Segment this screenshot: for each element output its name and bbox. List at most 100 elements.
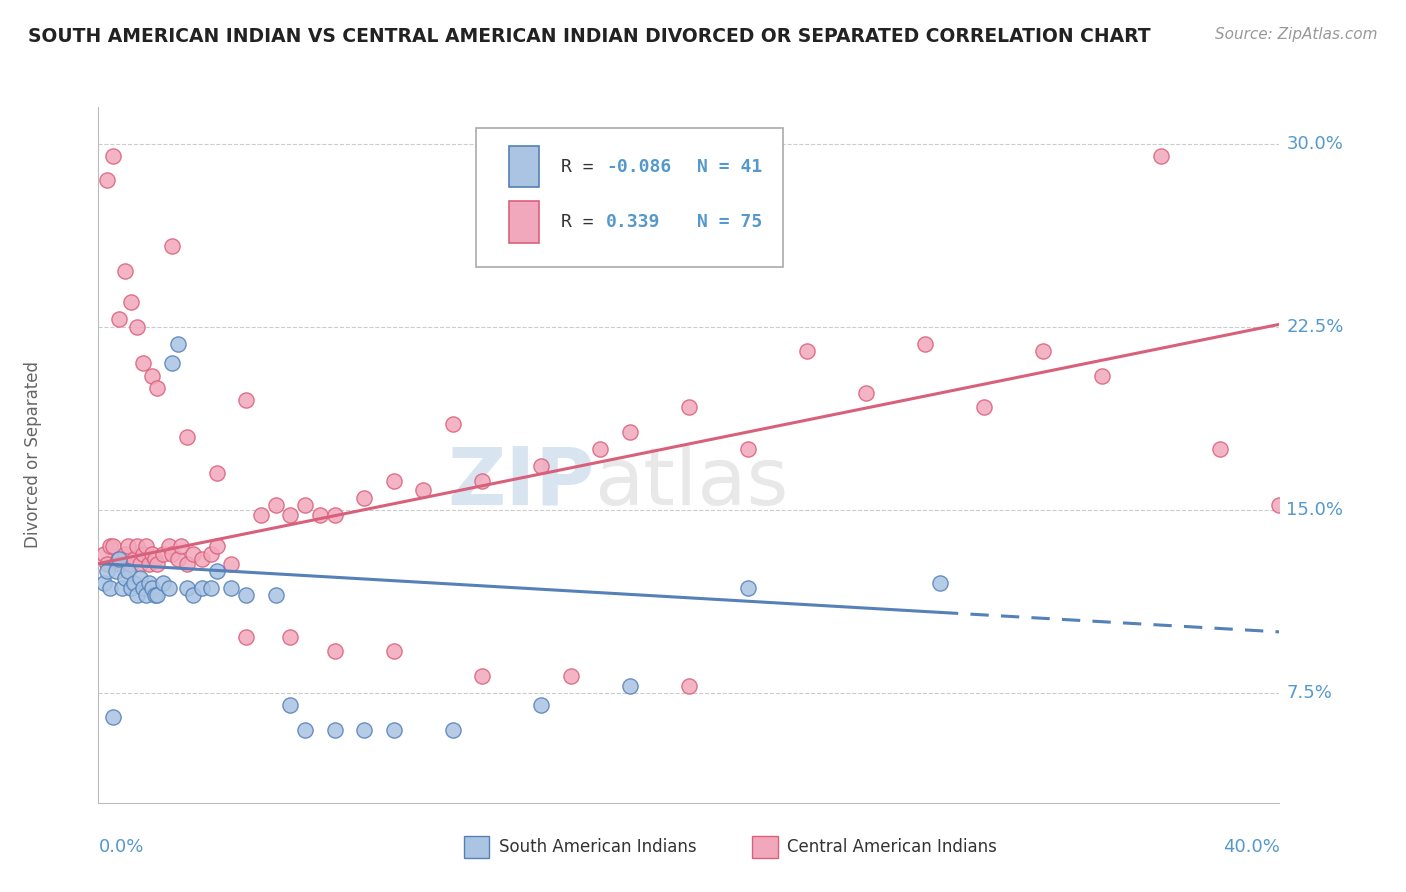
Point	[530, 698, 553, 713]
Point	[117, 540, 139, 554]
Point	[382, 723, 405, 737]
Point	[117, 564, 139, 578]
Point	[353, 723, 375, 737]
Point	[103, 710, 125, 724]
Point	[141, 368, 163, 383]
Text: ZIP: ZIP	[447, 443, 595, 522]
Point	[973, 401, 995, 415]
Point	[132, 547, 155, 561]
Point	[146, 557, 169, 571]
Point	[441, 417, 464, 432]
Point	[914, 336, 936, 351]
Text: Divorced or Separated: Divorced or Separated	[24, 361, 42, 549]
Point	[589, 442, 612, 456]
Point	[205, 564, 228, 578]
Point	[181, 547, 204, 561]
Point	[138, 576, 160, 591]
Point	[471, 669, 494, 683]
Text: N = 75: N = 75	[697, 212, 762, 231]
Point	[678, 679, 700, 693]
Point	[120, 557, 142, 571]
Point	[125, 540, 148, 554]
Text: 15.0%: 15.0%	[1286, 500, 1344, 519]
Point	[114, 571, 136, 585]
Point	[382, 644, 405, 658]
Point	[191, 581, 214, 595]
Point	[146, 588, 169, 602]
Text: R =: R =	[561, 212, 616, 231]
Point	[737, 442, 759, 456]
Text: 7.5%: 7.5%	[1286, 684, 1333, 702]
Point	[250, 508, 273, 522]
Point	[219, 581, 242, 595]
Text: atlas: atlas	[595, 443, 789, 522]
Point	[111, 581, 134, 595]
Text: 0.339: 0.339	[606, 212, 661, 231]
Point	[125, 588, 148, 602]
Point	[1032, 344, 1054, 359]
Point	[98, 540, 121, 554]
Point	[278, 508, 302, 522]
Point	[309, 508, 332, 522]
Point	[353, 491, 375, 505]
Point	[441, 723, 464, 737]
Point	[205, 540, 228, 554]
Point	[105, 564, 128, 578]
Point	[855, 385, 877, 400]
Point	[323, 508, 346, 522]
Point	[205, 467, 228, 481]
Point	[143, 551, 166, 566]
Point	[278, 630, 302, 644]
Point	[678, 401, 700, 415]
Point	[96, 564, 118, 578]
Point	[162, 356, 183, 370]
Point	[146, 381, 169, 395]
Point	[294, 723, 316, 737]
Point	[132, 581, 155, 595]
Text: SOUTH AMERICAN INDIAN VS CENTRAL AMERICAN INDIAN DIVORCED OR SEPARATED CORRELATI: SOUTH AMERICAN INDIAN VS CENTRAL AMERICA…	[28, 27, 1150, 45]
Point	[162, 239, 183, 253]
Point	[1268, 498, 1291, 512]
FancyBboxPatch shape	[477, 128, 783, 267]
Point	[111, 557, 134, 571]
Bar	[509, 145, 538, 187]
Point	[235, 392, 257, 407]
Point	[114, 547, 136, 561]
Point	[278, 698, 302, 713]
Point	[93, 576, 115, 591]
Point	[93, 547, 115, 561]
Text: N = 41: N = 41	[697, 158, 762, 176]
Text: 30.0%: 30.0%	[1286, 135, 1343, 153]
Point	[98, 581, 121, 595]
Point	[235, 588, 257, 602]
Point	[108, 312, 131, 326]
Point	[141, 547, 163, 561]
Point	[170, 540, 193, 554]
Point	[181, 588, 204, 602]
Point	[143, 588, 166, 602]
Point	[157, 581, 180, 595]
Point	[152, 547, 174, 561]
Point	[138, 557, 160, 571]
Point	[125, 319, 148, 334]
Point	[382, 474, 405, 488]
Point	[619, 425, 641, 439]
Point	[122, 551, 145, 566]
Point	[122, 576, 145, 591]
Point	[200, 547, 222, 561]
Text: 0.0%: 0.0%	[98, 838, 143, 856]
Bar	[509, 201, 538, 243]
Point	[412, 483, 434, 498]
Point	[132, 356, 155, 370]
Point	[162, 547, 183, 561]
Point	[176, 429, 198, 443]
Point	[141, 581, 163, 595]
Point	[135, 588, 157, 602]
Point	[471, 474, 494, 488]
Point	[1150, 149, 1173, 163]
Text: 40.0%: 40.0%	[1223, 838, 1279, 856]
Point	[103, 149, 125, 163]
Point	[128, 571, 150, 585]
Point	[135, 540, 157, 554]
Point	[108, 551, 131, 566]
